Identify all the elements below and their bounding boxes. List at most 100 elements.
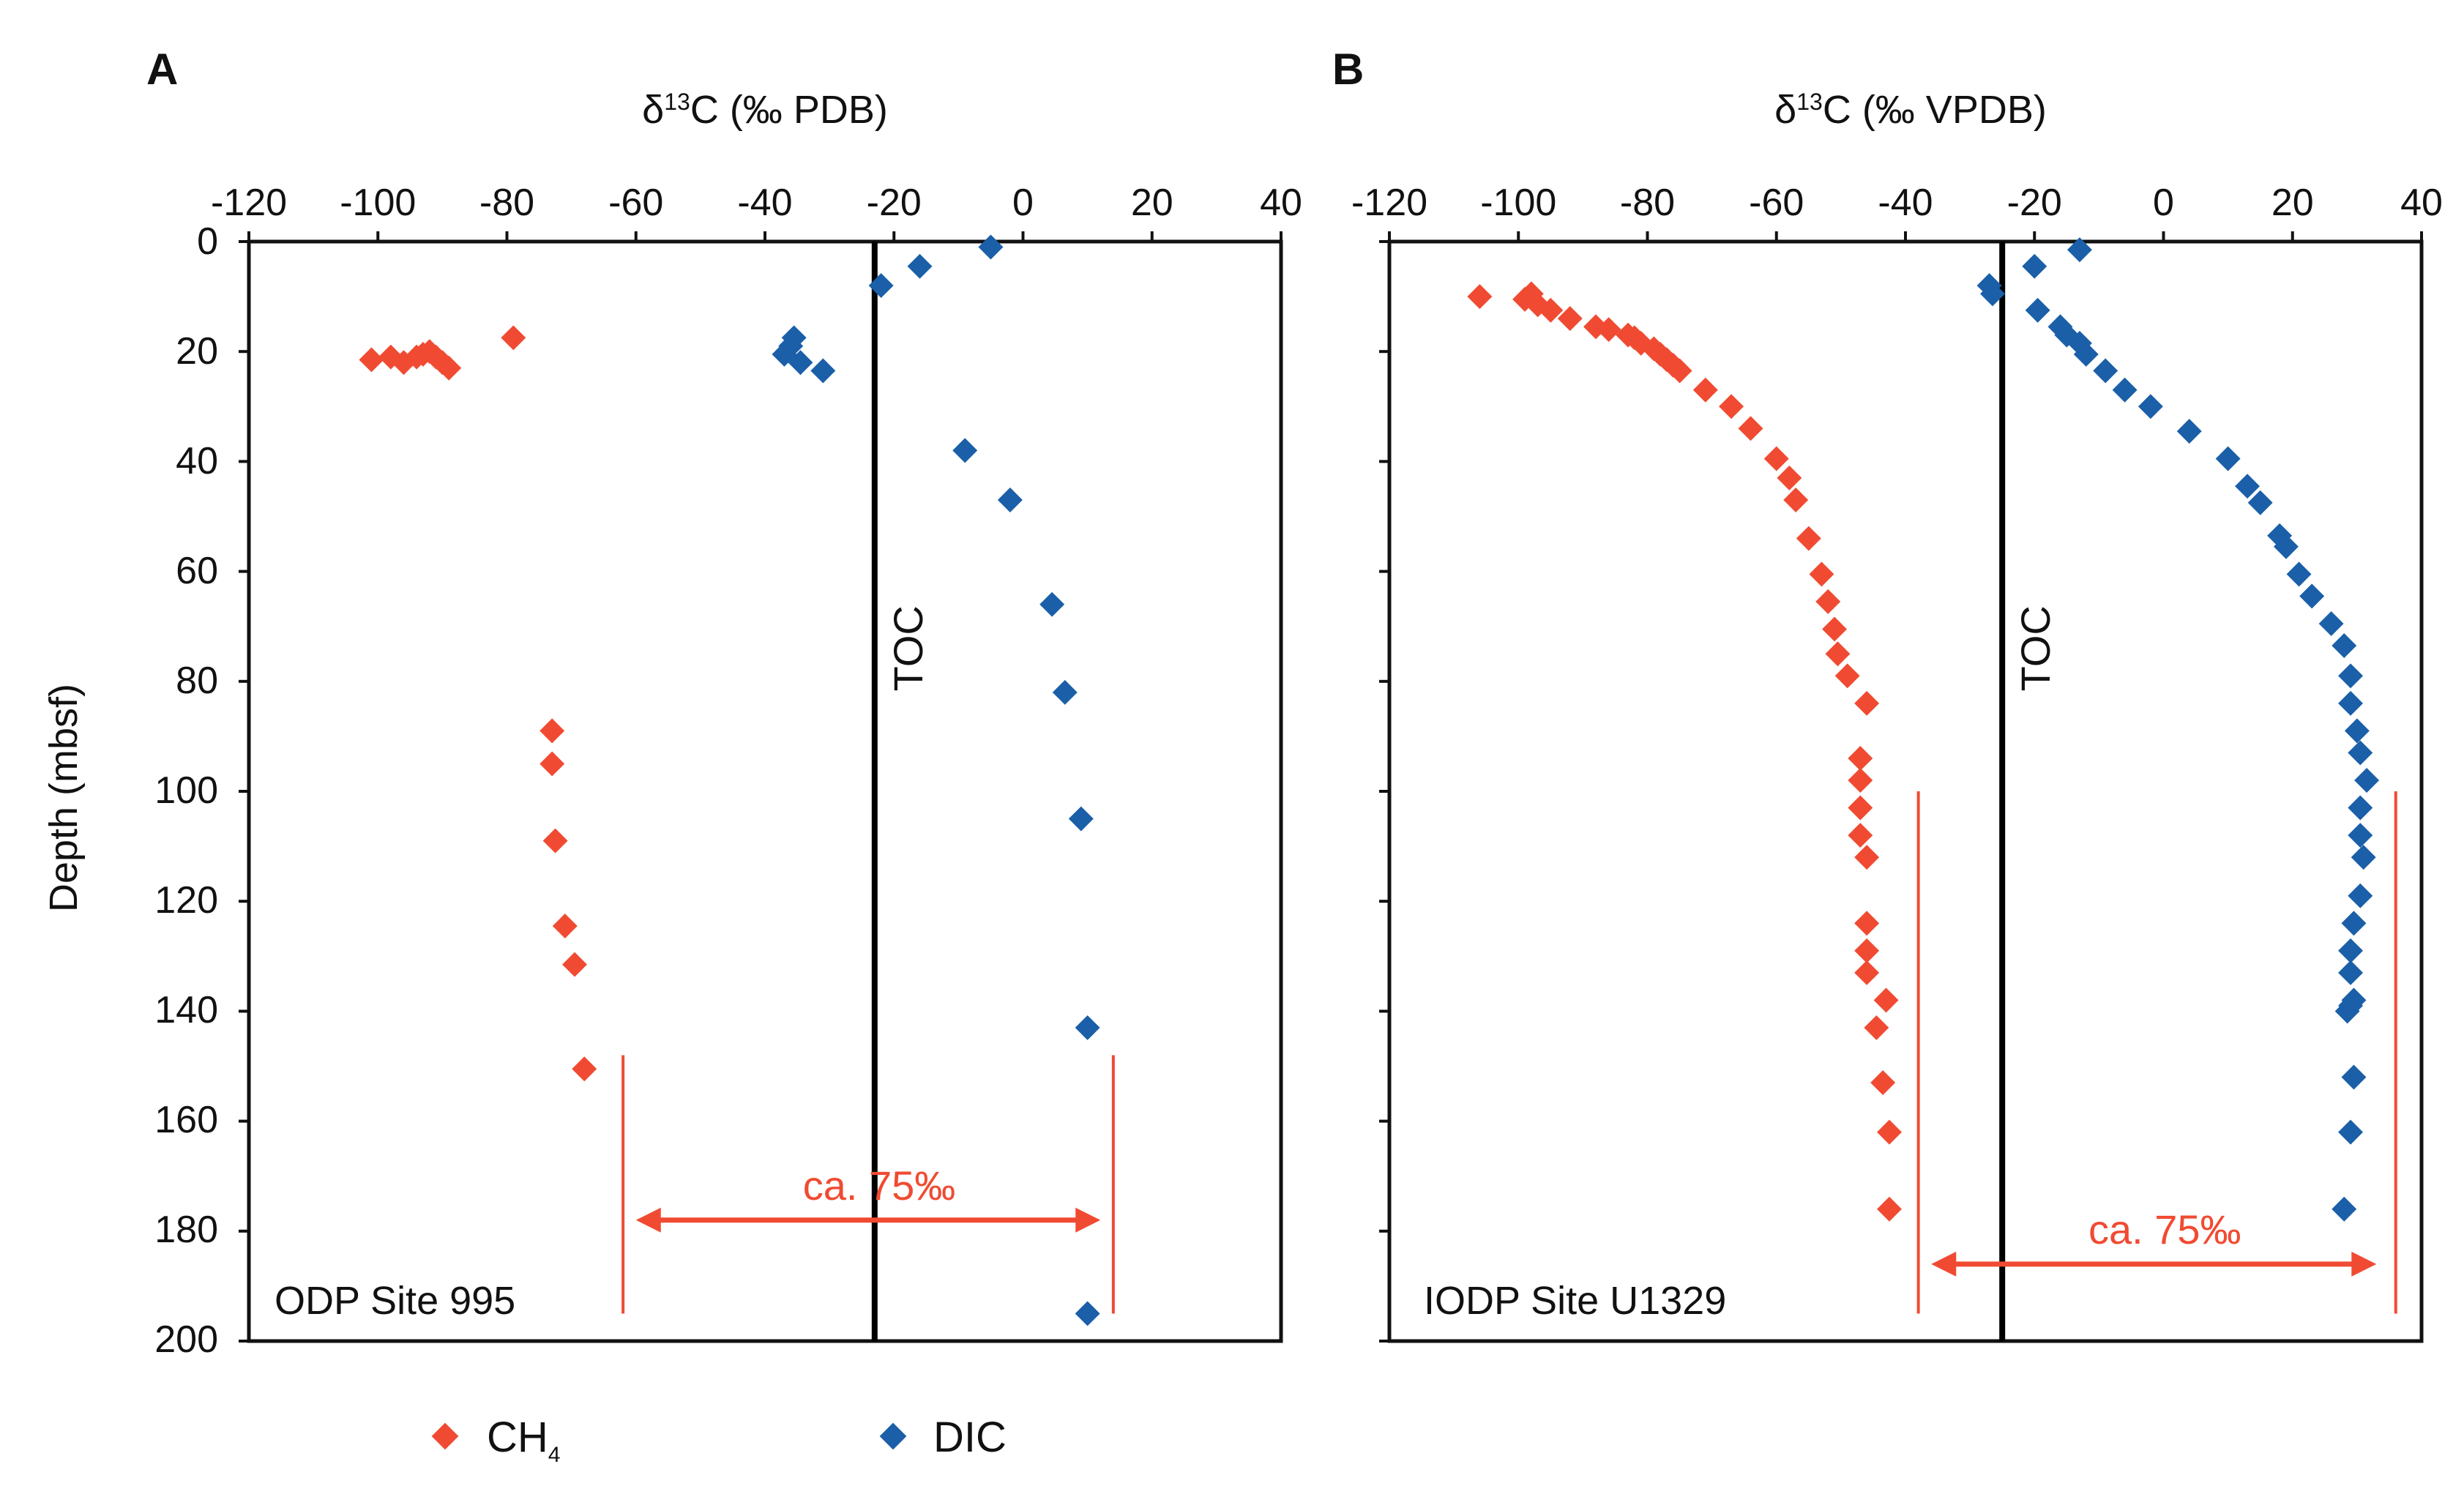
legend-dic-label: DIC [933, 1414, 1007, 1461]
ch4-data-point [1777, 465, 1802, 490]
dic-data-point [2341, 1064, 2367, 1090]
panel-b-toc-label: TOC [2012, 605, 2058, 691]
dic-data-point [788, 350, 813, 376]
panel-a-annotation: ca. 75‰ [621, 1055, 1115, 1314]
panel-b-site-label: IODP Site U1329 [1424, 1279, 1726, 1323]
ch4-data-point [1870, 1070, 1896, 1096]
x-tick-label: 0 [2153, 182, 2174, 224]
ch4-data-point [540, 751, 565, 777]
dic-data-point [2025, 297, 2050, 323]
dic-data-point [1052, 679, 1078, 705]
dic-data-point [907, 253, 933, 279]
ch4-data-point [359, 347, 384, 373]
dic-data-point [2332, 1196, 2357, 1222]
dic-data-point [2022, 253, 2047, 279]
ch4-data-point [1854, 690, 1880, 716]
dic-data-point [810, 358, 836, 384]
x-tick-label: 20 [1131, 182, 1173, 224]
ch4-data-point [1848, 823, 1873, 848]
panel-a-points [359, 234, 1100, 1326]
dic-data-point [2351, 845, 2376, 870]
x-tick-label: -100 [340, 182, 416, 224]
x-tick-label: -80 [1620, 182, 1675, 224]
panel-b-arrowhead-right [2351, 1251, 2377, 1277]
dic-data-point [2338, 663, 2364, 689]
dic-data-point [2332, 633, 2357, 658]
ch4-data-point [1854, 911, 1880, 936]
dic-data-point [2348, 740, 2373, 766]
ch4-data-point [552, 914, 578, 938]
ch4-data-point [1854, 845, 1880, 870]
ch4-data-point [1783, 487, 1809, 512]
ch4-data-point [1738, 416, 1763, 441]
ch4-data-point [1848, 745, 1873, 771]
y-tick-label: 40 [176, 440, 218, 482]
dic-data-point [2176, 419, 2202, 444]
x-tick-label: -60 [1749, 182, 1804, 224]
ch4-data-point [1834, 663, 1860, 689]
y-tick-label: 140 [154, 989, 218, 1031]
legend-dic-marker [879, 1422, 907, 1450]
ch4-data-point [1815, 589, 1841, 614]
panel-a-site-label: ODP Site 995 [275, 1279, 515, 1323]
x-tick-label: -60 [608, 182, 663, 224]
dic-data-point [2299, 583, 2325, 609]
ch4-data-point [1876, 1119, 1902, 1145]
y-tick-label: 20 [176, 330, 218, 373]
ch4-data-point [1873, 987, 1899, 1013]
ch4-data-point [1848, 768, 1873, 793]
dic-data-point [997, 487, 1023, 512]
x-tick-label: -100 [1480, 182, 1556, 224]
x-tick-label: -120 [211, 182, 287, 224]
panel-b-annotation-text: ca. 75‰ [2088, 1206, 2241, 1252]
ch4-data-point [501, 325, 526, 351]
dic-data-point [2348, 883, 2373, 908]
x-tick-label: 40 [2400, 182, 2443, 224]
dic-data-point [868, 273, 894, 299]
dic-data-point [978, 234, 1004, 260]
dic-data-point [2215, 446, 2241, 471]
ch4-data-point [1809, 561, 1834, 587]
x-tick-label: -120 [1351, 182, 1427, 224]
dic-data-point [2348, 823, 2373, 848]
y-axis-title: Depth (mbsf) [42, 684, 86, 912]
panel-a-frame [247, 239, 1283, 1343]
ch4-data-point [562, 952, 588, 977]
panel-a-y-ticks [239, 240, 249, 1343]
dic-data-point [1075, 1015, 1100, 1040]
ch4-data-point [542, 828, 568, 854]
panel-b-x-tick-labels: -120 -100 -80 -60 -40 -20 0 20 40 [1351, 182, 2443, 242]
dic-data-point [2318, 611, 2344, 636]
dic-data-point [2338, 938, 2364, 963]
ch4-data-point [1796, 526, 1821, 551]
ch4-data-point [1854, 960, 1880, 985]
y-tick-label: 160 [154, 1099, 218, 1141]
panel-b-x-axis-title: δ13C (‰ VPDB) [1774, 88, 2047, 132]
panel-b-y-ticks [1379, 240, 1389, 1343]
panel-a-annotation-text: ca. 75‰ [803, 1162, 956, 1209]
panel-a: -120 -100 -80 -60 -40 -20 0 20 40 TOC ca. 75‰ OD… [211, 182, 1302, 1343]
dic-data-point [1068, 806, 1094, 832]
dic-data-point [2348, 795, 2373, 821]
ch4-data-point [572, 1056, 597, 1082]
x-tick-label: -40 [737, 182, 792, 224]
dic-data-point [781, 325, 807, 351]
panel-b-frame [1387, 239, 2424, 1343]
panel-a-arrowhead-right [1075, 1207, 1101, 1233]
panel-b-arrowhead-left [1931, 1251, 1957, 1277]
ch4-data-point [540, 718, 565, 744]
dic-data-point [2338, 960, 2364, 985]
panel-b-annotation: ca. 75‰ [1916, 791, 2397, 1314]
dic-data-point [952, 438, 978, 463]
x-tick-label: -40 [1878, 182, 1933, 224]
y-tick-label: 0 [197, 220, 218, 263]
y-tick-label: 80 [176, 660, 218, 702]
panel-a-x-axis-title: δ13C (‰ PDB) [642, 88, 888, 132]
dic-data-point [2286, 561, 2312, 587]
panel-b-points [1467, 237, 2380, 1222]
y-tick-label: 180 [154, 1209, 218, 1251]
dic-data-point [1075, 1301, 1100, 1326]
x-tick-label: -20 [867, 182, 922, 224]
ch4-data-point [1825, 641, 1851, 667]
